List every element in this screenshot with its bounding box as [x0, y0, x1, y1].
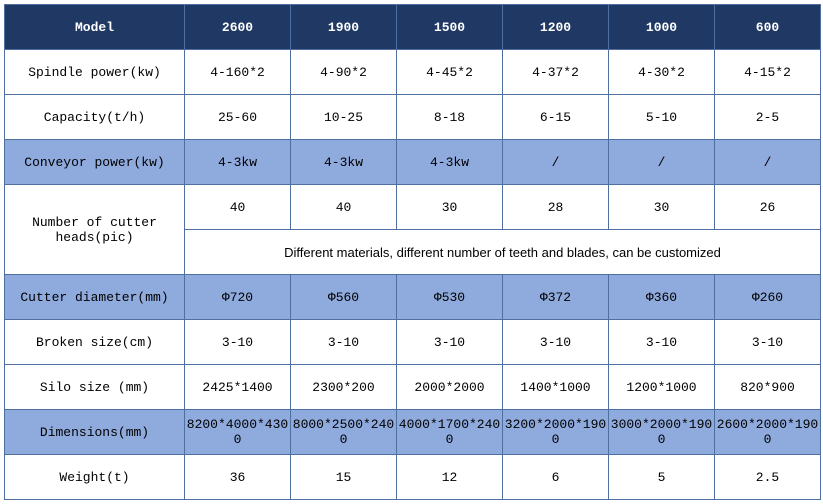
cell: 5	[609, 455, 715, 500]
header-label: Model	[5, 5, 185, 50]
cell: 3-10	[715, 320, 821, 365]
row-label: Silo size (mm)	[5, 365, 185, 410]
cell: 40	[291, 185, 397, 230]
cell: 10-25	[291, 95, 397, 140]
cell: 3000*2000*1900	[609, 410, 715, 455]
header-col: 1500	[397, 5, 503, 50]
row-label: Cutter diameter(mm)	[5, 275, 185, 320]
cell: 4-3kw	[291, 140, 397, 185]
cell: 36	[185, 455, 291, 500]
cell: 4-15*2	[715, 50, 821, 95]
row-silo: Silo size (mm) 2425*1400 2300*200 2000*2…	[5, 365, 821, 410]
cell: 4-37*2	[503, 50, 609, 95]
cell: 2300*200	[291, 365, 397, 410]
cell: 6	[503, 455, 609, 500]
row-label: Conveyor power(kw)	[5, 140, 185, 185]
cell: 4-3kw	[185, 140, 291, 185]
cell: Φ530	[397, 275, 503, 320]
cell: 30	[397, 185, 503, 230]
cell: 25-60	[185, 95, 291, 140]
header-col: 2600	[185, 5, 291, 50]
spec-table: Model 2600 1900 1500 1200 1000 600 Spind…	[4, 4, 821, 500]
row-label: Spindle power(kw)	[5, 50, 185, 95]
cell: 2-5	[715, 95, 821, 140]
cell: 3-10	[291, 320, 397, 365]
cell: 4-3kw	[397, 140, 503, 185]
cell: 28	[503, 185, 609, 230]
row-broken: Broken size(cm) 3-10 3-10 3-10 3-10 3-10…	[5, 320, 821, 365]
cell: 3-10	[609, 320, 715, 365]
cell: 26	[715, 185, 821, 230]
cell: 2425*1400	[185, 365, 291, 410]
row-label: Number of cutter heads(pic)	[5, 185, 185, 275]
cell: /	[715, 140, 821, 185]
cell: 8000*2500*2400	[291, 410, 397, 455]
cell: 2600*2000*1900	[715, 410, 821, 455]
cell: 8-18	[397, 95, 503, 140]
cell: 8200*4000*4300	[185, 410, 291, 455]
cell: 1200*1000	[609, 365, 715, 410]
cell: 5-10	[609, 95, 715, 140]
cell: 2000*2000	[397, 365, 503, 410]
row-spindle: Spindle power(kw) 4-160*2 4-90*2 4-45*2 …	[5, 50, 821, 95]
cell: 3-10	[397, 320, 503, 365]
header-row: Model 2600 1900 1500 1200 1000 600	[5, 5, 821, 50]
cell: 4-45*2	[397, 50, 503, 95]
cell: 30	[609, 185, 715, 230]
cell: 6-15	[503, 95, 609, 140]
cell: Φ360	[609, 275, 715, 320]
row-conveyor: Conveyor power(kw) 4-3kw 4-3kw 4-3kw / /…	[5, 140, 821, 185]
cell: 3200*2000*1900	[503, 410, 609, 455]
header-col: 1000	[609, 5, 715, 50]
cell: /	[609, 140, 715, 185]
cell: /	[503, 140, 609, 185]
header-col: 1200	[503, 5, 609, 50]
row-dims: Dimensions(mm) 8200*4000*4300 8000*2500*…	[5, 410, 821, 455]
cell: Φ720	[185, 275, 291, 320]
cell: 4-30*2	[609, 50, 715, 95]
cell: 1400*1000	[503, 365, 609, 410]
row-label: Weight(t)	[5, 455, 185, 500]
cell: 12	[397, 455, 503, 500]
cell: 4-90*2	[291, 50, 397, 95]
cell: 40	[185, 185, 291, 230]
cell: 3-10	[185, 320, 291, 365]
cell: 15	[291, 455, 397, 500]
cell: Φ372	[503, 275, 609, 320]
cell: 3-10	[503, 320, 609, 365]
cell: 2.5	[715, 455, 821, 500]
row-cutterheads-vals: Number of cutter heads(pic) 40 40 30 28 …	[5, 185, 821, 230]
row-label: Capacity(t/h)	[5, 95, 185, 140]
row-label: Broken size(cm)	[5, 320, 185, 365]
cell: 820*900	[715, 365, 821, 410]
cell: Φ560	[291, 275, 397, 320]
cell: Φ260	[715, 275, 821, 320]
row-cutterdia: Cutter diameter(mm) Φ720 Φ560 Φ530 Φ372 …	[5, 275, 821, 320]
note-cell: Different materials, different number of…	[185, 230, 821, 275]
row-capacity: Capacity(t/h) 25-60 10-25 8-18 6-15 5-10…	[5, 95, 821, 140]
cell: 4000*1700*2400	[397, 410, 503, 455]
header-col: 600	[715, 5, 821, 50]
header-col: 1900	[291, 5, 397, 50]
row-label: Dimensions(mm)	[5, 410, 185, 455]
cell: 4-160*2	[185, 50, 291, 95]
row-weight: Weight(t) 36 15 12 6 5 2.5	[5, 455, 821, 500]
